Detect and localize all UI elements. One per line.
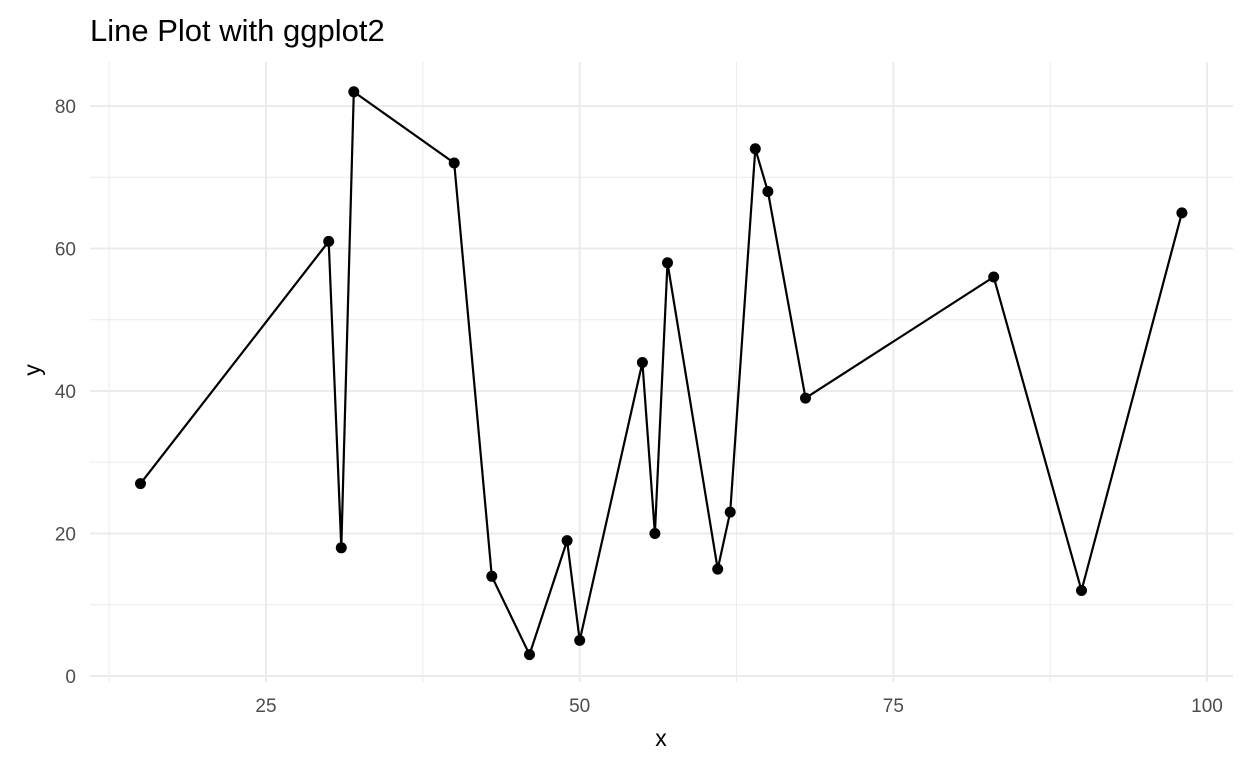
y-tick-label: 60 <box>55 240 76 261</box>
x-tick-label: 100 <box>1191 696 1223 717</box>
x-tick-label: 25 <box>255 696 276 717</box>
data-point <box>524 649 535 661</box>
data-point <box>348 86 360 98</box>
data-point <box>749 143 761 155</box>
data-point <box>486 570 498 582</box>
data-point <box>988 271 1000 283</box>
y-tick-label: 40 <box>55 382 76 403</box>
data-point <box>636 357 648 368</box>
x-axis-title: x <box>655 725 667 751</box>
y-tick-label: 80 <box>55 97 76 118</box>
data-point <box>335 542 347 554</box>
chart-title: Line Plot with ggplot2 <box>90 13 385 48</box>
data-point <box>135 478 146 490</box>
y-axis-title: y <box>19 364 45 376</box>
grid <box>90 62 1233 682</box>
data-point <box>762 186 774 197</box>
data-point <box>1176 207 1188 219</box>
series-group <box>135 86 1188 661</box>
data-point <box>1076 585 1087 596</box>
y-tick-label: 20 <box>55 525 76 546</box>
data-point <box>649 528 661 539</box>
x-tick-label: 75 <box>883 696 904 717</box>
y-tick-label: 0 <box>65 667 76 688</box>
data-point <box>574 634 586 646</box>
tick-labels: 25 50 75 100 0 20 40 60 80 <box>55 97 1223 717</box>
data-point <box>561 535 573 547</box>
series-line <box>139 89 1183 658</box>
data-point <box>724 506 736 518</box>
data-point <box>448 157 460 169</box>
data-point <box>712 563 724 575</box>
x-tick-label: 50 <box>569 696 590 717</box>
data-point <box>662 257 673 269</box>
data-point <box>323 235 335 247</box>
data-point <box>800 392 811 404</box>
